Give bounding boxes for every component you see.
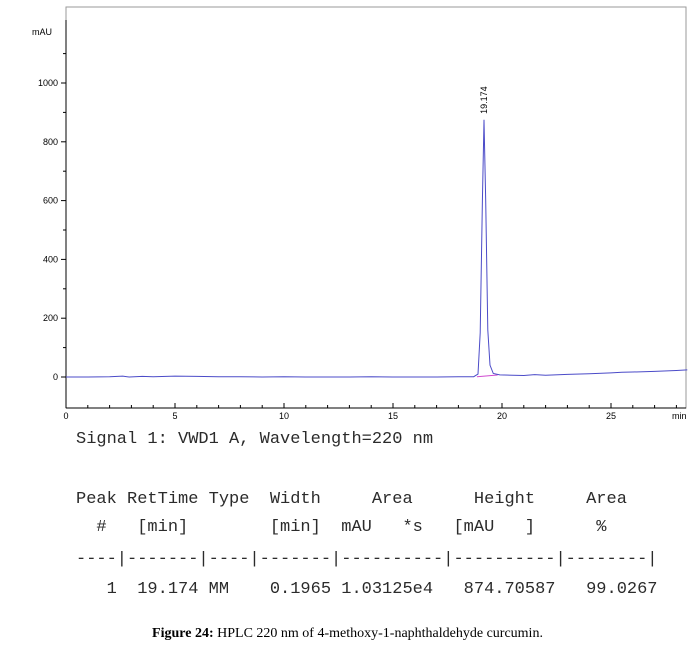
figure-caption: Figure 24: HPLC 220 nm of 4-methoxy-1-na… bbox=[0, 626, 695, 642]
y-tick-label: 0 bbox=[53, 372, 58, 382]
y-tick-label: 600 bbox=[43, 196, 58, 206]
y-tick-label: 800 bbox=[43, 137, 58, 147]
integration-baseline bbox=[476, 374, 498, 378]
y-tick-label: 1000 bbox=[38, 78, 58, 88]
y-tick-label: 400 bbox=[43, 254, 58, 264]
x-tick-label: 25 bbox=[606, 411, 616, 420]
x-axis-unit: min bbox=[672, 411, 687, 420]
caption-text: HPLC 220 nm of 4-methoxy-1-naphthaldehyd… bbox=[213, 626, 543, 641]
table-header-row2: # [min] [min] mAU *s [mAU ] % bbox=[76, 518, 607, 537]
caption-label: Figure 24: bbox=[152, 626, 214, 641]
x-tick-label: 15 bbox=[388, 411, 398, 420]
table-row: 1 19.174 MM 0.1965 1.03125e4 874.70587 9… bbox=[76, 580, 658, 599]
y-axis-unit: mAU bbox=[32, 27, 52, 37]
x-tick-label: 20 bbox=[497, 411, 507, 420]
x-tick-label: 5 bbox=[172, 411, 177, 420]
table-separator: ----|-------|----|-------|----------|---… bbox=[76, 550, 658, 569]
integration-report: Signal 1: VWD1 A, Wavelength=220 nm Peak… bbox=[0, 0, 695, 599]
y-tick-label: 200 bbox=[43, 313, 58, 323]
signal-title: Signal 1: VWD1 A, Wavelength=220 nm bbox=[76, 430, 434, 449]
signal-trace bbox=[66, 119, 688, 378]
peak-retention-label: 19.174 bbox=[479, 86, 489, 114]
chromatogram-chart: mAU min 0 200 400 600 800 1000 0 5 10 15 20 25 19.… bbox=[32, 6, 688, 420]
x-tick-label: 0 bbox=[63, 411, 68, 420]
table-header-row1: Peak RetTime Type Width Area Height Area bbox=[76, 490, 627, 509]
y-axis-ticks: 0 200 400 600 800 1000 bbox=[38, 53, 66, 382]
x-axis-ticks: 0 5 10 15 20 25 bbox=[63, 403, 677, 420]
x-tick-label: 10 bbox=[279, 411, 289, 420]
